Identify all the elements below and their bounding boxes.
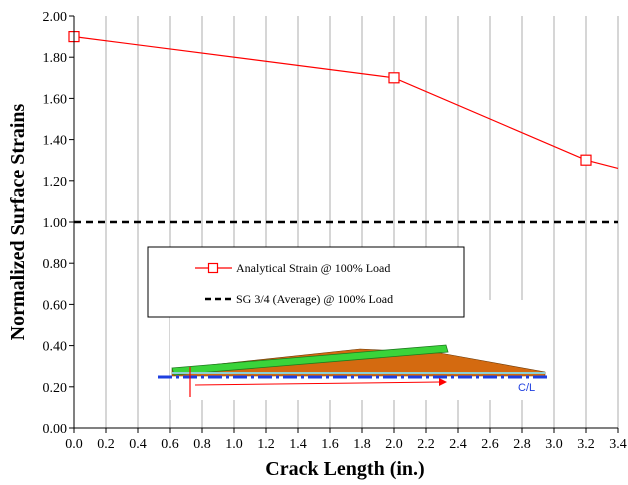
y-tick-label-9: 1.80 [43,51,68,66]
x-tick-label-0: 0.0 [65,437,83,452]
x-tick-label-14: 2.8 [513,437,531,452]
x-tick-label-9: 1.8 [353,437,371,452]
legend-label-analytical: Analytical Strain @ 100% Load [236,261,390,275]
x-tick-label-17: 3.4 [609,437,627,452]
x-axis-title: Crack Length (in.) [265,458,424,480]
y-axis-title: Normalized Surface Strains [7,103,29,340]
x-tick-label-10: 2.0 [385,437,403,452]
x-tick-label-6: 1.2 [257,437,275,452]
x-tick-labels: 0.0 0.2 0.4 0.6 0.8 1.0 1.2 1.4 1.6 1.8 2.0 2.2 2.4 2… [65,437,627,452]
inset-arrow-head [439,378,447,386]
x-tick-label-11: 2.2 [417,437,435,452]
legend-marker-analytical [207,262,219,274]
x-tick-label-1: 0.2 [97,437,115,452]
x-tick-label-8: 1.6 [321,437,339,452]
x-tick-label-2: 0.4 [129,437,147,452]
x-tick-label-12: 2.4 [449,437,467,452]
y-tick-label-10: 2.00 [43,10,68,25]
y-tick-labels: 0.00 0.20 0.40 0.60 0.80 1.00 1.20 1.40 1.60 1.80… [43,10,68,437]
series-line-0 [73,36,619,170]
inset-arrow-shaft [194,381,441,386]
inset-centerline-label: C/L [518,382,535,394]
legend-label-sg: SG 3/4 (Average) @ 100% Load [236,292,393,306]
y-tick-label-8: 1.60 [43,92,68,107]
x-tick-label-13: 2.6 [481,437,499,452]
x-tick-label-3: 0.6 [161,437,179,452]
series-0-point-1 [388,72,400,84]
x-tick-label-15: 3.0 [545,437,563,452]
x-tick-label-16: 3.2 [577,437,595,452]
y-tick-label-2: 0.40 [43,340,68,355]
legend-box [147,246,465,318]
y-tick-label-5: 1.00 [43,216,68,231]
y-tick-label-4: 0.80 [43,257,68,272]
y-tick-label-0: 0.00 [43,422,68,437]
y-tick-label-6: 1.20 [43,175,68,190]
y-tick-label-1: 0.20 [43,381,68,396]
series-group [68,31,619,224]
x-tick-label-4: 0.8 [193,437,211,452]
axes [69,15,619,433]
y-tick-label-7: 1.40 [43,134,68,149]
series-0-point-2 [580,154,592,166]
x-tick-label-5: 1.0 [225,437,243,452]
y-tick-label-3: 0.60 [43,298,68,313]
x-tick-label-7: 1.4 [289,437,307,452]
legend: Analytical Strain @ 100% Load SG 3/4 (Av… [147,246,465,318]
